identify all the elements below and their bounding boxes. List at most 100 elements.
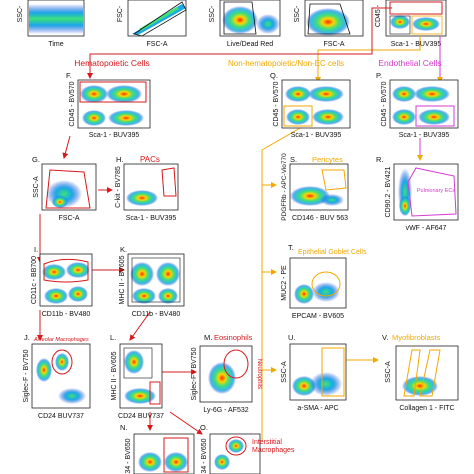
density-blob bbox=[124, 350, 144, 374]
panel-H: H. PACs Sca-1 - BUV395 C-kit - BV785 bbox=[115, 155, 179, 222]
density-blob bbox=[138, 452, 162, 472]
axis-y-label: SSC-A bbox=[33, 176, 40, 198]
panel-T: T. Epithelial Goblet Cells EPCAM - BV605… bbox=[281, 243, 367, 320]
section-non-hematopoietic-title: Non-hematopoietic/Non-EC cells bbox=[228, 59, 344, 68]
axis-y-label: CD11c - BB700 bbox=[31, 256, 38, 304]
panel-U: U. a-SMA - APC SSC-A bbox=[281, 333, 347, 412]
panel-letter: T. bbox=[288, 243, 294, 252]
density-blob bbox=[68, 286, 88, 302]
axis-y-label: SSC- bbox=[294, 5, 301, 22]
gate-box bbox=[79, 81, 147, 103]
panel-title: Epithelial Goblet Cells bbox=[298, 249, 367, 256]
arrow-top-to-f bbox=[87, 7, 392, 79]
density-blob bbox=[80, 85, 108, 103]
arrow-q-to-branches bbox=[261, 127, 301, 440]
gate-polygon bbox=[321, 169, 347, 191]
density-blob bbox=[156, 262, 180, 286]
density-blob bbox=[42, 264, 66, 280]
panel-P: P. Sca-1 - BUV395 CD45 - BV570 bbox=[376, 71, 459, 139]
axis-x-label: CD11b - BV480 bbox=[42, 311, 91, 318]
panel-letter: P. bbox=[376, 71, 382, 80]
panel-I: I. CD11b - BV480 CD11c - BB700 bbox=[31, 245, 93, 318]
axis-y-label: CD90.2 - BV421 bbox=[385, 166, 392, 217]
axis-x-label: EPCAM - BV605 bbox=[292, 313, 344, 320]
density-blob bbox=[320, 194, 344, 206]
density-blob bbox=[66, 262, 90, 278]
axis-x-label: Collagen 1 - FITC bbox=[399, 405, 454, 412]
gate-polygon bbox=[43, 258, 89, 283]
gate-label: Pulmonary ECs bbox=[417, 188, 455, 194]
panel-letter: O. bbox=[200, 423, 208, 432]
axis-y-label: SSC- bbox=[17, 5, 24, 22]
gate-label: Interstitial Macrophages bbox=[252, 439, 295, 454]
density-blob bbox=[399, 196, 411, 216]
axis-y-label: SSC- bbox=[209, 5, 216, 22]
density-blob bbox=[228, 439, 244, 453]
top-strip: Time SSC- FSC-A FSC- Live/Dead Red SSC- … bbox=[17, 0, 447, 48]
axis-y-label: CD45 - bbox=[375, 4, 382, 27]
gate-ellipse bbox=[51, 349, 73, 375]
density-blob bbox=[36, 358, 52, 382]
gate-polygon bbox=[407, 167, 457, 217]
panel-letter: Q. bbox=[270, 71, 278, 80]
axis-x-label: CD24 BUV737 bbox=[118, 413, 164, 420]
panel-letter: N. bbox=[120, 423, 128, 432]
density-blob bbox=[292, 376, 316, 396]
density-blob bbox=[286, 109, 310, 125]
density-blob bbox=[44, 288, 68, 304]
gate-box bbox=[131, 257, 181, 303]
axis-y-label: 34 - BV650 bbox=[201, 438, 208, 473]
panel-letter: H. bbox=[116, 155, 124, 164]
arrow-top-to-q bbox=[315, 36, 421, 83]
panel-letter: V. bbox=[382, 333, 388, 342]
axis-y-label: PDGFRb - APC-Vio770 bbox=[281, 153, 288, 221]
density-blob bbox=[312, 282, 340, 302]
density-blob bbox=[106, 85, 142, 103]
gate-polygon bbox=[419, 349, 441, 397]
gate-box bbox=[415, 105, 455, 127]
axis-x-label: Live/Dead Red bbox=[227, 41, 273, 48]
density-blob bbox=[392, 86, 416, 102]
density-blob bbox=[412, 17, 440, 31]
density-blob bbox=[392, 109, 416, 125]
plot-top-1: Time SSC- bbox=[17, 0, 85, 48]
density-blob bbox=[208, 362, 236, 394]
axis-y-label: C-kit - BV785 bbox=[115, 166, 122, 208]
axis-x-label: CD11b - BV480 bbox=[132, 311, 181, 318]
arrow-k-to-l bbox=[129, 311, 151, 341]
panel-title: Myofibroblasts bbox=[392, 333, 441, 342]
axis-y-label: FSC- bbox=[117, 5, 124, 22]
section-hematopoietic-title: Hematopoietic Cells bbox=[74, 58, 150, 68]
panel-J: J. Alveolar Macrophages CD24 BUV737 Sigl… bbox=[23, 333, 91, 420]
gate-ellipse bbox=[223, 349, 249, 379]
section-endothelial-title: Endothelial Cells bbox=[378, 58, 441, 68]
axis-y-label: Siglec-F - BV750 bbox=[23, 349, 30, 402]
arrow-f-to-g bbox=[62, 135, 71, 159]
axis-y-label: Siglec-F - BV750 bbox=[191, 347, 198, 400]
panel-title: PACs bbox=[140, 155, 160, 164]
axis-y-label: SSC-A bbox=[385, 361, 392, 383]
density-blob bbox=[130, 262, 154, 286]
density-blob bbox=[222, 6, 258, 34]
density-blob bbox=[164, 452, 188, 472]
density-blob bbox=[58, 388, 86, 404]
axis-y-label: CD45 - BV570 bbox=[273, 81, 280, 126]
axis-x-label: Ly-6G - AF532 bbox=[203, 407, 248, 414]
panel-F: F. Sca-1 - BUV395 CD45 - BV570 bbox=[66, 71, 151, 139]
gate-polygon bbox=[133, 1, 187, 37]
density-blob bbox=[256, 14, 280, 34]
panel-letter: J. bbox=[24, 333, 30, 342]
gate-polygon bbox=[307, 3, 351, 35]
panel-letter: I. bbox=[34, 245, 38, 254]
gate-polygon bbox=[223, 1, 257, 35]
panel-V: V. Myofibroblasts Collagen 1 - FITC SSC-… bbox=[382, 333, 459, 412]
panel-letter: K. bbox=[120, 245, 127, 254]
axis-x-label: CD146 - BUV 563 bbox=[292, 215, 348, 222]
gate-box bbox=[163, 437, 189, 473]
panel-Q: Q. Sca-1 - BUV395 CD45 - BV570 bbox=[270, 71, 351, 139]
gate-box bbox=[411, 15, 443, 35]
axis-x-label: FSC-A bbox=[59, 215, 80, 222]
gating-arrows bbox=[37, 7, 443, 440]
density-blob bbox=[308, 86, 344, 102]
